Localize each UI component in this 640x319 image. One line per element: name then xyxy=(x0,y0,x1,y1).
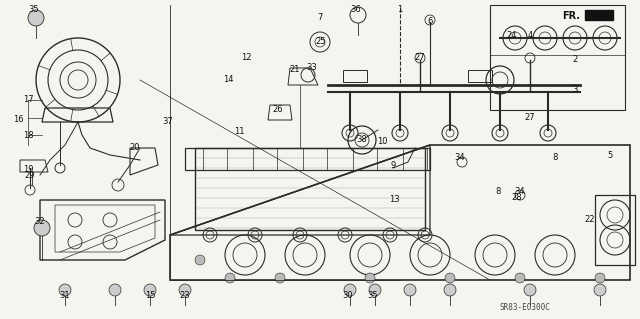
Text: 37: 37 xyxy=(163,117,173,127)
Circle shape xyxy=(365,273,375,283)
Text: 27: 27 xyxy=(415,54,426,63)
Circle shape xyxy=(109,284,121,296)
Circle shape xyxy=(404,284,416,296)
Circle shape xyxy=(179,284,191,296)
Bar xyxy=(253,148,277,170)
FancyArrow shape xyxy=(585,10,613,20)
Circle shape xyxy=(369,284,381,296)
Text: 28: 28 xyxy=(512,194,522,203)
Text: 8: 8 xyxy=(495,188,500,197)
Text: 7: 7 xyxy=(317,13,323,23)
Text: 5: 5 xyxy=(607,151,612,160)
Bar xyxy=(403,148,427,170)
Circle shape xyxy=(28,10,44,26)
Text: FR.: FR. xyxy=(562,11,580,21)
Text: 20: 20 xyxy=(130,144,140,152)
Text: 36: 36 xyxy=(351,5,362,14)
Text: 4: 4 xyxy=(527,31,532,40)
Text: 30: 30 xyxy=(342,291,353,300)
Text: 29: 29 xyxy=(25,170,35,180)
Bar xyxy=(303,148,327,170)
Circle shape xyxy=(515,273,525,283)
Bar xyxy=(353,148,377,170)
Text: 18: 18 xyxy=(22,130,33,139)
Circle shape xyxy=(524,284,536,296)
Text: 6: 6 xyxy=(428,18,433,26)
Circle shape xyxy=(444,284,456,296)
Text: 2: 2 xyxy=(572,56,578,64)
Circle shape xyxy=(34,220,50,236)
Circle shape xyxy=(275,273,285,283)
Circle shape xyxy=(344,284,356,296)
Circle shape xyxy=(445,273,455,283)
Text: 32: 32 xyxy=(35,218,45,226)
Text: 8: 8 xyxy=(552,153,557,162)
Text: 19: 19 xyxy=(23,166,33,174)
Text: 1: 1 xyxy=(397,5,403,14)
Text: 35: 35 xyxy=(29,5,39,14)
Circle shape xyxy=(144,284,156,296)
Text: 9: 9 xyxy=(390,160,396,169)
Text: 11: 11 xyxy=(234,128,244,137)
Text: 35: 35 xyxy=(368,291,378,300)
Circle shape xyxy=(195,255,205,265)
Text: 23: 23 xyxy=(180,291,190,300)
Text: 34: 34 xyxy=(515,188,525,197)
Circle shape xyxy=(59,284,71,296)
Circle shape xyxy=(595,273,605,283)
Bar xyxy=(203,148,227,170)
Text: 27: 27 xyxy=(525,114,535,122)
Text: 13: 13 xyxy=(388,196,399,204)
Text: 38: 38 xyxy=(356,136,367,145)
Text: 34: 34 xyxy=(454,153,465,162)
Text: 33: 33 xyxy=(307,63,317,72)
Text: 10: 10 xyxy=(377,137,387,146)
Text: 24: 24 xyxy=(507,31,517,40)
Text: 31: 31 xyxy=(60,291,70,300)
Text: 17: 17 xyxy=(22,95,33,105)
Circle shape xyxy=(225,273,235,283)
Text: 16: 16 xyxy=(13,115,23,124)
Text: 26: 26 xyxy=(273,106,284,115)
Text: 12: 12 xyxy=(241,54,252,63)
Text: SR83-E0300C: SR83-E0300C xyxy=(500,303,551,313)
Text: 15: 15 xyxy=(145,291,156,300)
Text: 14: 14 xyxy=(223,76,233,85)
Text: 22: 22 xyxy=(585,216,595,225)
Text: 25: 25 xyxy=(316,38,326,47)
Circle shape xyxy=(594,284,606,296)
Text: 3: 3 xyxy=(572,85,578,94)
Text: 21: 21 xyxy=(290,65,300,75)
